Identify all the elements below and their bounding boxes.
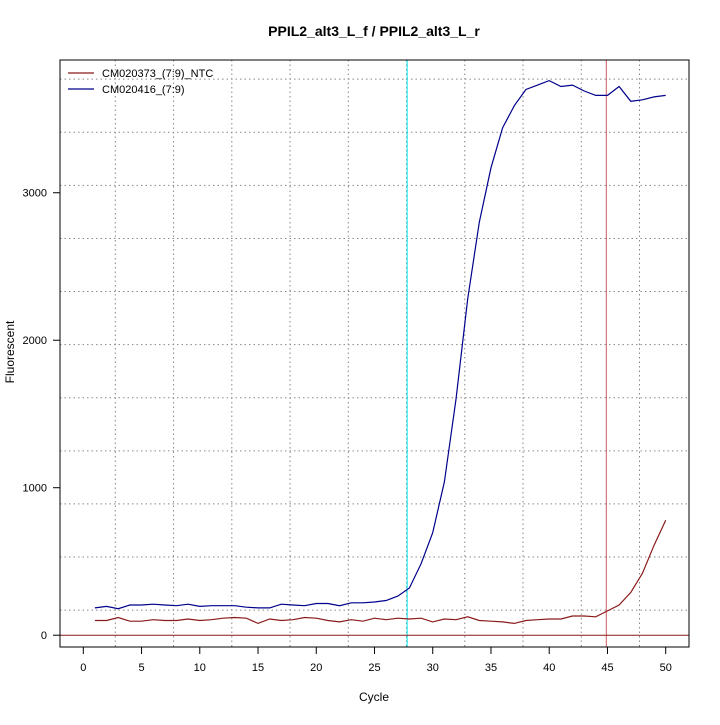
y-axis-title: Fluorescent [3,320,17,383]
legend: CM020373_(7:9)_NTC CM020416_(7:9) [68,68,213,96]
x-tick-label-2: 10 [194,662,206,674]
y-tick-label-0: 0 [41,630,47,642]
legend-label-1: CM020416_(7:9) [102,84,185,96]
x-tick-label-5: 25 [368,662,380,674]
x-tick-label-0: 0 [80,662,86,674]
axes: 0 5 10 15 20 25 30 35 40 45 50 0 1000 2000 3000 [23,59,690,674]
x-tick-label-10: 50 [660,662,672,674]
x-tick-label-3: 15 [252,662,264,674]
series-line-0 [94,519,667,625]
x-tick-label-4: 20 [310,662,322,674]
x-tick-label-9: 45 [601,662,613,674]
data-series [94,79,667,625]
x-tick-label-1: 5 [138,662,144,674]
legend-label-0: CM020373_(7:9)_NTC [102,68,213,80]
y-tick-label-1: 1000 [23,483,47,495]
x-tick-label-7: 35 [485,662,497,674]
y-tick-label-3: 3000 [23,188,47,200]
threshold-markers [406,60,607,647]
x-axis-title: Cycle [359,690,389,704]
series-line-1 [94,79,666,610]
x-tick-label-6: 30 [427,662,439,674]
grid-lines [60,60,689,647]
x-tick-label-8: 40 [543,662,555,674]
y-tick-label-2: 2000 [23,335,47,347]
chart-title: PPIL2_alt3_L_f / PPIL2_alt3_L_r [268,23,480,39]
